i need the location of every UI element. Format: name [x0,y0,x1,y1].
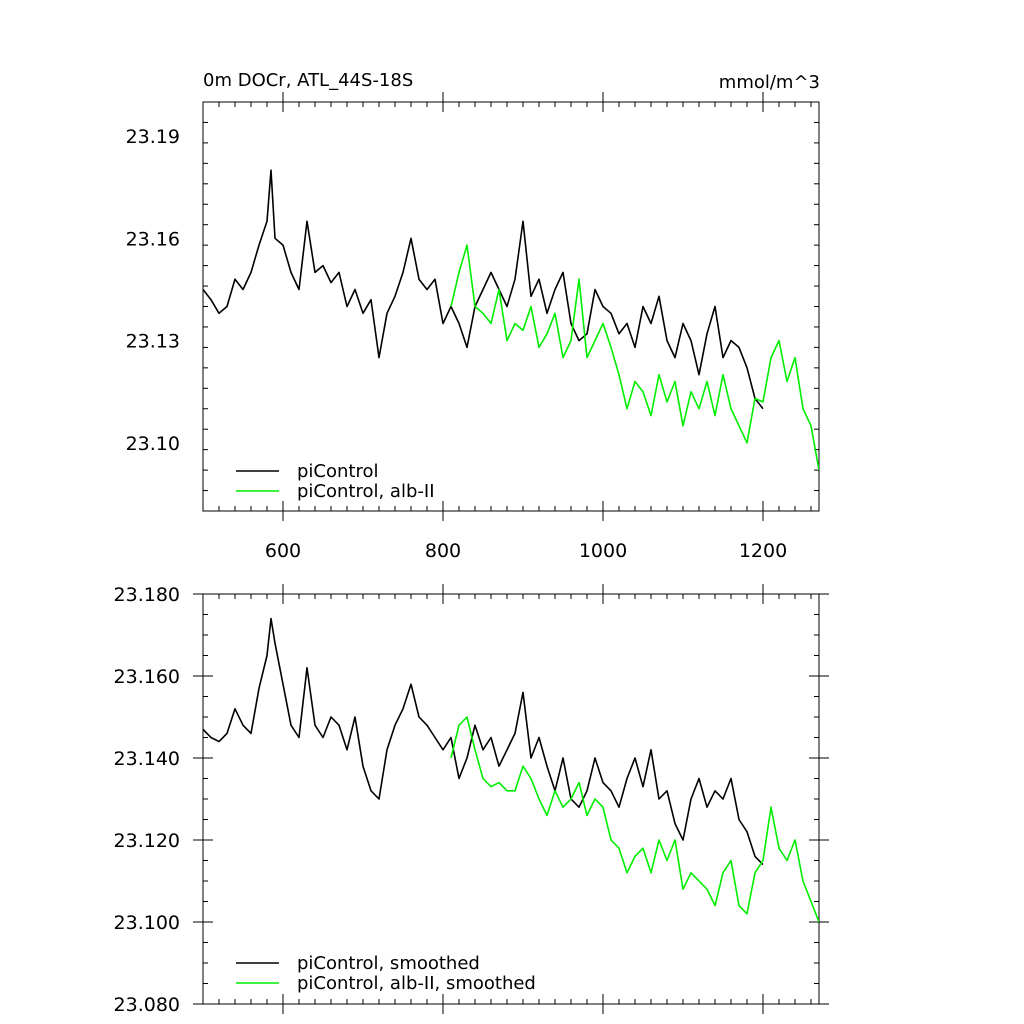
legend: piControl piControl, alb-II [236,461,435,502]
series-line-0 [203,617,764,866]
chart-units: mmol/m^3 [719,72,820,93]
legend: piControl, smoothed piControl, alb-II, s… [236,953,536,994]
chart-title: 0m DOCr, ATL_44S-18S [203,70,413,91]
y-tick-label: 23.13 [126,331,180,353]
y-tick-label: 23.160 [114,666,180,688]
x-tick-labels: 600 800 1000 1200 [265,540,787,562]
y-tick-labels: 23.19 23.16 23.13 23.10 [126,126,180,455]
y-tick-label: 23.180 [114,584,180,606]
series-lines [203,617,819,923]
y-tick-label: 23.120 [114,830,180,852]
y-tick-label: 23.16 [126,228,180,250]
legend-label-alb-ii: piControl, alb-II [297,481,435,502]
plot-frame [202,593,820,1005]
series-line-1 [450,244,819,471]
y-tick-label: 23.10 [126,433,180,455]
plot-frame [202,101,820,512]
series-line-1 [450,716,819,923]
y-tick-label: 23.140 [114,748,180,770]
y-tick-labels: 23.180 23.160 23.140 23.120 23.100 23.080 [114,584,180,1016]
series-lines [203,169,819,471]
x-tick-label: 600 [265,540,301,562]
panel-bottom: 23.180 23.160 23.140 23.120 23.100 23.080 piC… [114,584,829,1016]
axis-ticks [202,92,819,521]
axis-ticks [193,584,829,1014]
y-tick-label: 23.100 [114,912,180,934]
x-tick-label: 1200 [739,540,787,562]
y-tick-label: 23.19 [126,126,180,148]
y-tick-label: 23.080 [114,994,180,1016]
series-line-0 [203,169,764,410]
legend-label-picontrol-smoothed: piControl, smoothed [297,953,480,974]
x-tick-label: 800 [425,540,461,562]
legend-label-alb-ii-smoothed: piControl, alb-II, smoothed [297,973,536,994]
legend-label-picontrol: piControl [297,461,379,482]
panel-top: 0m DOCr, ATL_44S-18S mmol/m^3 600 800 1000… [126,70,820,562]
x-tick-label: 1000 [579,540,627,562]
